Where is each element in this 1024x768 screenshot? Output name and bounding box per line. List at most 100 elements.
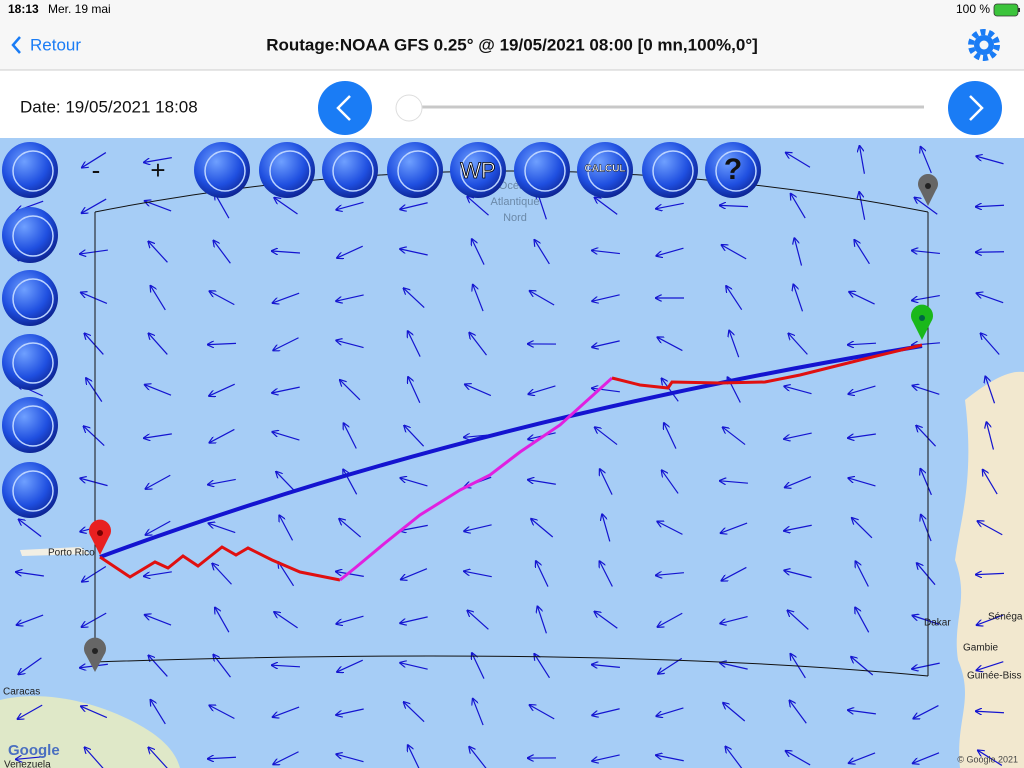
wind-arrow <box>336 572 364 577</box>
wind-arrow <box>149 748 168 768</box>
wind-arrow <box>720 663 748 670</box>
wind-arrow <box>336 294 364 301</box>
wind-arrow <box>977 661 1004 671</box>
wind-arrow <box>275 198 298 215</box>
wind-arrow <box>80 478 108 487</box>
prev-button[interactable] <box>318 81 372 135</box>
waypoints-button-label[interactable]: WP <box>460 157 496 183</box>
route-segment[interactable] <box>99 545 341 582</box>
status-time: 18:13 <box>8 2 39 16</box>
tool-button-face <box>12 342 54 384</box>
wind-arrow <box>19 657 42 674</box>
wind-arrow <box>144 433 172 438</box>
tool-button-bg <box>514 142 570 198</box>
tool-button-bg <box>2 270 58 326</box>
wind-arrow <box>208 478 236 484</box>
wind-arrow <box>18 704 43 719</box>
wind-arrow <box>279 516 294 541</box>
wind-arrow <box>145 615 172 626</box>
battery-icon <box>993 3 1020 17</box>
nav-title: Routage:NOAA GFS 0.25° @ 19/05/2021 08:0… <box>266 35 758 54</box>
tool-button-face <box>12 150 54 192</box>
wind-arrow <box>336 708 364 715</box>
tool-button-face <box>397 150 439 192</box>
wind-arrow <box>657 707 684 716</box>
great-circle-route[interactable] <box>99 344 923 559</box>
tool-button[interactable] <box>194 142 250 198</box>
tool-button[interactable] <box>322 142 378 198</box>
tool-button[interactable] <box>642 142 698 198</box>
wind-arrow <box>530 705 555 720</box>
tool-button[interactable] <box>387 142 443 198</box>
tool-button-bg <box>2 142 58 198</box>
tool-button[interactable] <box>259 142 315 198</box>
wind-arrow <box>209 523 236 534</box>
wind-arrow <box>592 665 620 668</box>
tool-button-bg <box>577 142 633 198</box>
map-label: Nord <box>503 212 527 224</box>
wind-arrow <box>17 614 44 625</box>
wind-arrow <box>913 386 940 395</box>
wind-arrow <box>913 616 940 625</box>
status-date: Mer. 19 mai <box>48 2 111 16</box>
wind-arrow <box>595 198 618 215</box>
next-button[interactable] <box>948 81 1002 135</box>
wind-arrow <box>592 388 620 392</box>
tool-button[interactable] <box>705 142 761 198</box>
back-button[interactable]: Retour <box>30 35 81 54</box>
tool-button[interactable] <box>577 142 633 198</box>
tool-button[interactable] <box>514 142 570 198</box>
tool-button[interactable] <box>450 142 506 198</box>
wind-arrow <box>849 752 876 763</box>
tool-button[interactable] <box>2 270 58 326</box>
wind-arrow <box>978 521 1003 536</box>
wind-arrow <box>852 518 873 539</box>
wind-arrow <box>149 334 168 355</box>
wind-arrow <box>664 423 677 449</box>
pin-grey[interactable] <box>84 637 106 672</box>
wind-arrow <box>536 561 549 587</box>
wind-arrow <box>273 706 300 717</box>
zoom-in[interactable]: + <box>150 155 165 185</box>
tool-button[interactable] <box>2 142 58 198</box>
wind-arrow <box>981 333 1000 355</box>
wind-arrow <box>340 380 361 401</box>
wind-arrow <box>210 428 235 442</box>
wind-arrow <box>273 292 300 303</box>
tool-button[interactable] <box>2 397 58 453</box>
wind-arrow <box>657 247 684 256</box>
tool-button[interactable] <box>2 462 58 518</box>
wind-arrow <box>209 383 235 396</box>
route-segment[interactable] <box>611 343 923 390</box>
wind-arrow <box>151 700 166 725</box>
wind-arrow <box>146 474 171 488</box>
tool-button-bg <box>642 142 698 198</box>
slider-thumb[interactable] <box>395 94 423 122</box>
wind-arrow <box>86 378 103 402</box>
tool-button[interactable] <box>2 207 58 263</box>
tool-button[interactable] <box>2 334 58 390</box>
wind-arrow <box>658 657 683 673</box>
wind-arrow <box>602 515 611 542</box>
pin-grey[interactable] <box>918 174 938 206</box>
map-label: Caracas <box>3 687 40 698</box>
wind-arrow <box>272 251 301 253</box>
pin-green[interactable] <box>911 304 933 340</box>
route-segment[interactable] <box>339 376 614 582</box>
pin-red[interactable] <box>89 519 112 555</box>
wind-arrow <box>408 377 421 403</box>
back-chevron[interactable] <box>11 36 21 54</box>
wind-arrow <box>538 607 547 634</box>
wind-arrow <box>337 245 363 258</box>
wind-arrow <box>149 242 168 263</box>
settings-button[interactable] <box>968 29 1000 61</box>
wind-arrow <box>82 152 107 168</box>
area-bottom <box>94 655 929 677</box>
map-label: Venezuela <box>4 760 51 768</box>
wind-arrow <box>144 157 172 163</box>
zoom-out[interactable]: - <box>92 155 101 185</box>
calculate-button-label[interactable]: CALCUL <box>584 163 626 175</box>
wind-arrow <box>723 703 746 722</box>
help-button-label[interactable]: ? <box>724 153 742 186</box>
